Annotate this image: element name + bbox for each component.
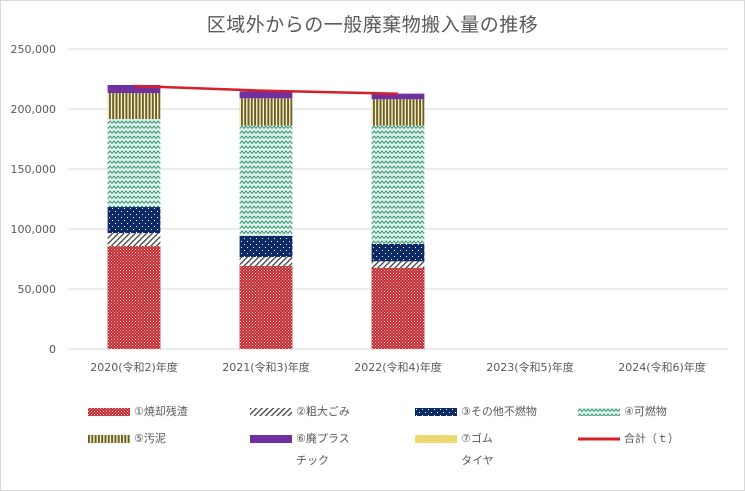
bar-segment xyxy=(239,125,293,236)
legend-swatch xyxy=(415,435,457,443)
bar-segment xyxy=(371,261,425,268)
bar-segment xyxy=(107,233,161,247)
bar-segment xyxy=(371,93,425,100)
x-tick-label: 2021(令和3)年度 xyxy=(222,360,310,374)
legend-swatch xyxy=(578,437,620,441)
legend-item: ④可燃物 xyxy=(578,404,719,420)
bar-segment xyxy=(239,265,293,349)
y-tick-label: 0 xyxy=(49,343,56,356)
chart-title: 区域外からの一般廃棄物搬入量の推移 xyxy=(206,14,539,36)
legend-label: ③その他不燃物 xyxy=(461,405,537,418)
bar-segment xyxy=(371,125,425,244)
legend-swatch xyxy=(250,435,292,443)
legend-label: 合計（ｔ） xyxy=(624,432,679,445)
legend-label: ⑥廃プラス xyxy=(296,432,350,445)
x-tick-label: 2022(令和4)年度 xyxy=(354,360,442,374)
legend-item: ③その他不燃物 xyxy=(415,404,556,420)
bar-segment xyxy=(107,85,161,94)
legend-item: 合計（ｔ） xyxy=(578,431,719,447)
bar-segment xyxy=(107,93,161,120)
legend-swatch xyxy=(578,408,620,416)
bar-segment xyxy=(239,235,293,257)
bar-segment xyxy=(239,98,293,126)
x-tick-label: 2024(令和6)年度 xyxy=(618,360,706,374)
x-tick-label: 2020(令和2)年度 xyxy=(90,360,178,374)
bar-segment xyxy=(107,246,161,349)
legend-label: ②粗大ごみ xyxy=(296,405,350,418)
bar-segment xyxy=(107,207,161,234)
legend-item: ⑤汚泥 xyxy=(88,431,229,447)
legend-label: ④可燃物 xyxy=(624,405,667,418)
bar-segment xyxy=(371,244,425,262)
bar-segment xyxy=(107,119,161,208)
y-tick-label: 50,000 xyxy=(18,283,57,296)
bar-segment xyxy=(371,99,425,126)
legend-label-continued: チック xyxy=(296,454,329,467)
legend-item: ⑥廃プラスチック xyxy=(250,431,391,469)
legend-swatch xyxy=(88,435,130,443)
legend-item: ⑦ゴムタイヤ xyxy=(415,431,556,469)
legend-label: ⑦ゴム xyxy=(461,432,493,445)
legend-swatch xyxy=(250,408,292,416)
legend-item: ①焼却残渣 xyxy=(88,404,229,420)
bar-segment xyxy=(239,91,293,99)
y-tick-label: 200,000 xyxy=(11,103,57,116)
legend-swatch xyxy=(88,408,130,416)
bar-segment xyxy=(371,268,425,349)
legend-label-continued: タイヤ xyxy=(461,454,494,467)
y-tick-label: 250,000 xyxy=(11,43,57,56)
y-tick-label: 100,000 xyxy=(11,223,57,236)
legend-label: ⑤汚泥 xyxy=(134,432,166,445)
x-tick-label: 2023(令和5)年度 xyxy=(486,360,574,374)
bar-segment xyxy=(239,256,293,266)
legend-label: ①焼却残渣 xyxy=(134,405,188,418)
legend-item: ②粗大ごみ xyxy=(250,404,391,420)
legend-swatch xyxy=(415,408,457,416)
y-tick-label: 150,000 xyxy=(11,163,57,176)
